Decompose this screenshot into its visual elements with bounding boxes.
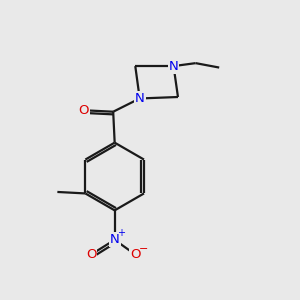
Text: N: N (169, 60, 178, 73)
Text: O: O (79, 104, 89, 117)
Text: N: N (110, 233, 119, 246)
Text: −: − (139, 244, 148, 254)
Text: N: N (135, 92, 145, 105)
Text: +: + (117, 228, 125, 238)
Text: O: O (130, 248, 140, 261)
Text: O: O (86, 248, 96, 261)
